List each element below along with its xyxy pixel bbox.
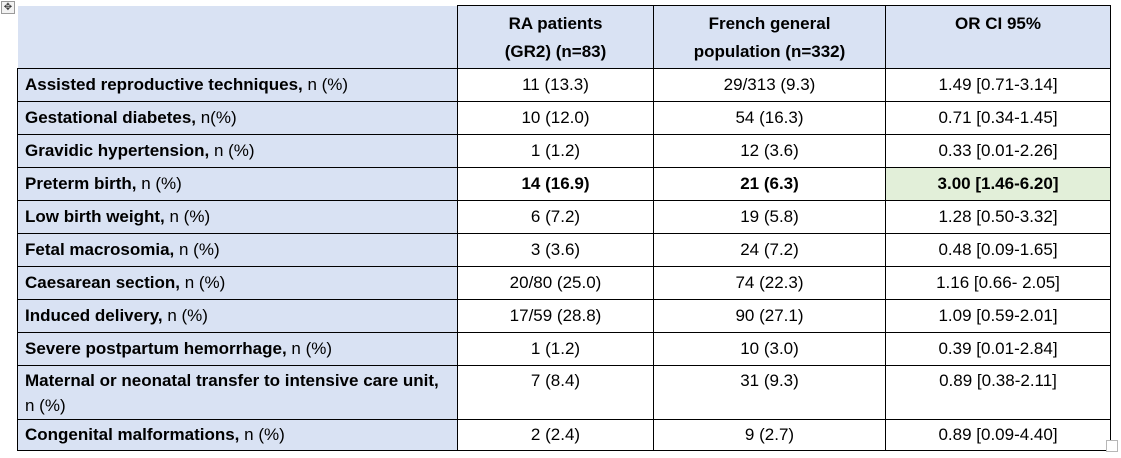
header-ra-patients: RA patients (GR2) (n=83) [457, 5, 654, 69]
table-row-severe-postpartum-hemorrhage: Severe postpartum hemorrhage, n (%) 1 (1… [17, 332, 1111, 366]
row-name: Caesarean section, [25, 272, 180, 292]
table-move-handle-icon[interactable]: ✥ [1, 1, 15, 14]
blank-corner-cell [17, 5, 458, 69]
table-resize-handle[interactable] [1106, 440, 1118, 452]
row-label-cell: Gravidic hypertension, n (%) [17, 134, 458, 168]
fr-value-cell: 31 (9.3) [653, 364, 886, 421]
row-label-cell: Low birth weight, n (%) [17, 200, 458, 234]
fr-value-cell: 12 (3.6) [653, 134, 886, 168]
header-ra-line2: (GR2) (n=83) [504, 42, 607, 61]
header-fr-line2: population (n=332) [693, 42, 846, 61]
ra-value-cell: 1 (1.2) [457, 332, 654, 366]
or-value-cell: 1.28 [0.50-3.32] [885, 200, 1111, 234]
ra-value-cell: 7 (8.4) [457, 364, 654, 421]
row-name: Maternal or neonatal transfer to intensi… [25, 371, 439, 390]
fr-value-cell: 29/313 (9.3) [653, 68, 886, 102]
row-suffix: n (%) [164, 206, 211, 226]
header-or-ci: OR CI 95% [885, 5, 1111, 69]
table-row-fetal-macrosomia: Fetal macrosomia, n (%) 3 (3.6) 24 (7.2)… [17, 233, 1111, 267]
or-value-cell: 0.89 [0.38-2.11] [885, 364, 1111, 421]
row-name: Preterm birth, [25, 173, 137, 193]
fr-value-cell: 10 (3.0) [653, 332, 886, 366]
row-name: Gestational diabetes, [25, 107, 196, 127]
or-value-cell: 0.33 [0.01-2.26] [885, 134, 1111, 168]
header-french-population: French general population (n=332) [653, 5, 886, 69]
or-value-cell: 1.09 [0.59-2.01] [885, 299, 1111, 333]
row-name: Severe postpartum hemorrhage, [25, 338, 287, 358]
ra-value-cell: 6 (7.2) [457, 200, 654, 234]
table-row-low-birth-weight: Low birth weight, n (%) 6 (7.2) 19 (5.8)… [17, 200, 1111, 234]
row-suffix: n (%) [174, 239, 220, 259]
row-suffix: n (%) [286, 338, 333, 358]
fr-value-cell: 9 (2.7) [653, 419, 886, 452]
row-name: Congenital malformations, [25, 424, 240, 444]
or-value-cell: 0.48 [0.09-1.65] [885, 233, 1111, 267]
ra-value-cell: 11 (13.3) [457, 68, 654, 102]
row-name: Low birth weight, [25, 206, 165, 226]
row-suffix: n (%) [179, 272, 226, 292]
row-label-cell: Maternal or neonatal transfer to intensi… [17, 364, 458, 421]
row-suffix: n (%) [162, 305, 208, 325]
table-row-assisted-reproductive: Assisted reproductive techniques, n (%) … [17, 68, 1111, 102]
fr-value-cell: 19 (5.8) [653, 200, 886, 234]
row-label-cell: Caesarean section, n (%) [17, 266, 458, 300]
or-value-cell: 0.39 [0.01-2.84] [885, 332, 1111, 366]
or-value-cell: 1.49 [0.71-3.14] [885, 68, 1111, 102]
header-ra-line1: RA patients [508, 14, 603, 33]
or-value-cell-highlighted: 3.00 [1.46-6.20] [885, 167, 1111, 201]
row-name: Induced delivery, [25, 305, 163, 325]
row-name: Gravidic hypertension, [25, 140, 210, 160]
or-value-cell: 0.89 [0.09-4.40] [885, 419, 1111, 452]
row-suffix: n (%) [239, 424, 285, 444]
fr-value-cell: 54 (16.3) [653, 101, 886, 135]
row-suffix: n(%) [196, 107, 237, 127]
ra-value-cell: 3 (3.6) [457, 233, 654, 267]
header-or-line1: OR CI 95% [955, 14, 1041, 33]
fr-value-cell: 90 (27.1) [653, 299, 886, 333]
or-value-cell: 1.16 [0.66- 2.05] [885, 266, 1111, 300]
row-suffix: n (%) [209, 140, 255, 160]
row-suffix: n (%) [25, 395, 66, 415]
ra-value-cell: 20/80 (25.0) [457, 266, 654, 300]
fr-value-cell: 21 (6.3) [653, 167, 886, 201]
outcomes-comparison-table: RA patients (GR2) (n=83) French general … [17, 5, 1111, 452]
row-name: Fetal macrosomia, [25, 239, 175, 259]
or-value-cell: 0.71 [0.34-1.45] [885, 101, 1111, 135]
row-label-cell: Fetal macrosomia, n (%) [17, 233, 458, 267]
table-header-row: RA patients (GR2) (n=83) French general … [17, 5, 1111, 69]
header-fr-line1: French general [708, 14, 831, 33]
table-row-preterm-birth: Preterm birth, n (%) 14 (16.9) 21 (6.3) … [17, 167, 1111, 201]
table-row-gravidic-hypertension: Gravidic hypertension, n (%) 1 (1.2) 12 … [17, 134, 1111, 168]
ra-value-cell: 1 (1.2) [457, 134, 654, 168]
row-label-cell: Induced delivery, n (%) [17, 299, 458, 333]
row-label-cell: Gestational diabetes, n(%) [17, 101, 458, 135]
row-name: Assisted reproductive techniques, [25, 74, 303, 94]
row-suffix: n (%) [136, 173, 182, 193]
row-suffix: n (%) [302, 74, 349, 94]
row-label-cell: Congenital malformations, n (%) [17, 419, 458, 452]
table-row-caesarean-section: Caesarean section, n (%) 20/80 (25.0) 74… [17, 266, 1111, 300]
ra-value-cell: 17/59 (28.8) [457, 299, 654, 333]
table-row-gestational-diabetes: Gestational diabetes, n(%) 10 (12.0) 54 … [17, 101, 1111, 135]
row-label-cell: Preterm birth, n (%) [17, 167, 458, 201]
table-row-maternal-neonatal-transfer: Maternal or neonatal transfer to intensi… [17, 364, 1111, 421]
row-label-cell: Assisted reproductive techniques, n (%) [17, 68, 458, 102]
ra-value-cell: 2 (2.4) [457, 419, 654, 452]
fr-value-cell: 24 (7.2) [653, 233, 886, 267]
row-label-cell: Severe postpartum hemorrhage, n (%) [17, 332, 458, 366]
ra-value-cell: 14 (16.9) [457, 167, 654, 201]
table-row-induced-delivery: Induced delivery, n (%) 17/59 (28.8) 90 … [17, 299, 1111, 333]
fr-value-cell: 74 (22.3) [653, 266, 886, 300]
ra-value-cell: 10 (12.0) [457, 101, 654, 135]
table-row-congenital-malformations: Congenital malformations, n (%) 2 (2.4) … [17, 419, 1111, 452]
